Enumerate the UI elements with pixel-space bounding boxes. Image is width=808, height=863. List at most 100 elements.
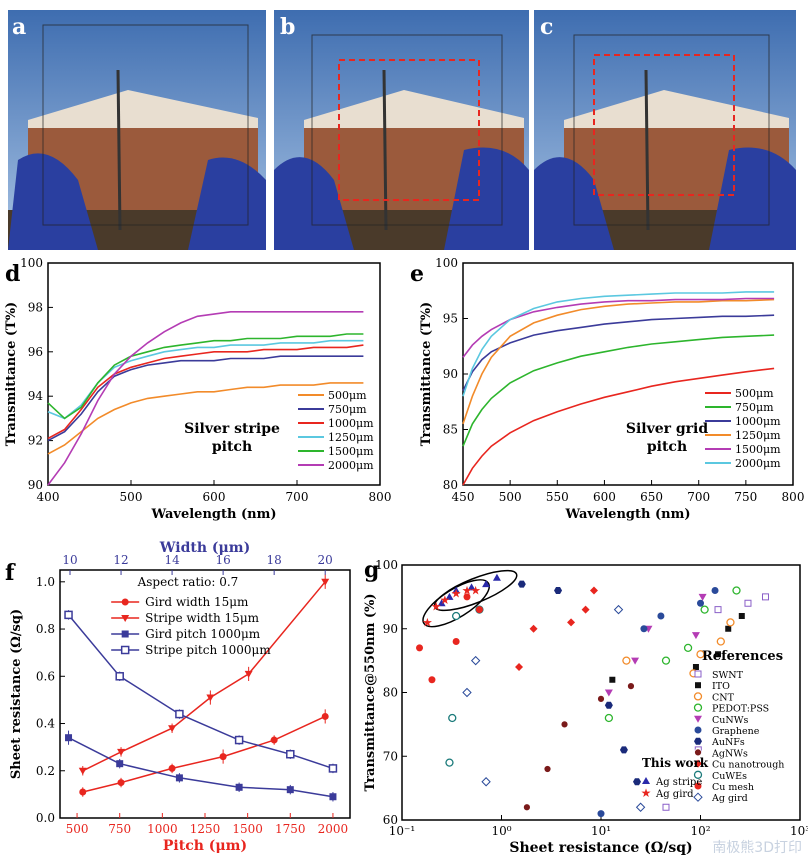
y-axis-label: Sheet resistance (Ω/sq) (9, 609, 24, 779)
x-tick-label: 700 (687, 490, 710, 504)
legend-marker-8 (694, 759, 702, 768)
x-tick-label: 1000 (147, 822, 178, 836)
legend-label-3: PEDOT:PSS (712, 704, 769, 715)
series-line-1 (82, 581, 326, 772)
series-line-5 (47, 311, 364, 486)
legend-label-2: CNT (712, 692, 735, 703)
y-tick-label: 0.0 (36, 811, 55, 825)
data-point-legend-0 (121, 598, 129, 606)
series-line-0 (462, 367, 775, 486)
data-point-5-4 (711, 587, 719, 594)
legend-label-5: 2000μm (735, 457, 781, 470)
data-point-0 (64, 610, 73, 620)
photo-label-a: a (12, 14, 27, 40)
data-point-3-2 (683, 643, 693, 653)
y-axis-label: Transmittance@550nm (%) (363, 593, 378, 791)
legend-label-3: 1250μm (735, 429, 781, 442)
data-point-2-2 (696, 650, 705, 659)
legend-label-4: 1500μm (328, 445, 374, 458)
data-point-13-1: ★ (431, 599, 442, 613)
legend2-marker-0 (642, 777, 650, 784)
x-tick-label: 500 (499, 490, 522, 504)
legend-label-6: AuNFs (711, 737, 745, 748)
panel-label: e (410, 261, 424, 287)
data-point-0-4 (761, 593, 769, 601)
data-point-6-3 (619, 746, 628, 754)
photo-c (534, 10, 796, 250)
legend-label-9: CuWEs (712, 771, 747, 782)
data-point-4 (244, 670, 253, 678)
data-point-0 (79, 788, 87, 796)
x-tick-label: 750 (734, 490, 757, 504)
legend-marker-4 (694, 715, 702, 723)
legend-marker-5 (694, 726, 702, 734)
x-tick-label: 10⁰ (491, 824, 511, 838)
chart-d: 400 500 600 700 800 90 92 94 96 98 100 Wavelength (… (4, 256, 391, 522)
y-tick-label: 100 (435, 256, 458, 270)
data-point-13-2: ★ (440, 593, 451, 607)
x2-tick-label: 14 (164, 553, 180, 567)
data-point-7-4 (627, 682, 635, 691)
legend-label-2: 1000μm (735, 415, 781, 428)
data-point-3-4 (732, 586, 741, 595)
y-tick-label: 90 (443, 367, 458, 381)
legend-label-11: Ag gird (711, 793, 748, 804)
y-tick-label: 92 (28, 434, 43, 448)
annotation-text: Silver grid (626, 421, 709, 437)
data-point-3-0 (604, 713, 614, 723)
legend2-label-1: Ag gird (655, 789, 694, 800)
legend-title: References (702, 649, 783, 664)
y-tick-label: 100 (20, 256, 43, 270)
legend-label-4: CuNWs (712, 715, 748, 726)
series-line-3 (462, 298, 775, 425)
watermark: 南极熊3D打印 (712, 840, 802, 856)
data-point-7-0 (522, 803, 531, 812)
y-tick-label: 98 (28, 300, 43, 314)
chart-g: 10⁻¹ 10⁰ 10¹ 10² 10³ 60 70 80 90 100 Sheet resista… (363, 557, 808, 856)
x-tick-label: 550 (546, 490, 569, 504)
data-point-5-2 (657, 612, 665, 620)
data-point-5 (321, 578, 330, 586)
data-point-7-3 (597, 694, 605, 703)
data-point-4 (286, 749, 295, 759)
series-line-4 (47, 333, 364, 420)
data-point-6-0 (517, 580, 526, 588)
data-point-9-2 (451, 611, 461, 621)
data-point-4-1 (631, 657, 640, 665)
y-tick-label: 95 (443, 312, 458, 326)
data-point-1-0 (609, 676, 616, 683)
y-tick-label: 1.0 (36, 575, 55, 589)
x-tick-label: 10⁻¹ (389, 824, 415, 838)
data-point-legend-3 (120, 645, 130, 655)
data-point-11-0 (462, 687, 472, 698)
data-point-13-0: ★ (422, 615, 433, 629)
x-tick-label: 10² (690, 824, 710, 838)
data-point-2 (175, 709, 184, 719)
legend-marker-11 (693, 792, 703, 802)
photo-label-b: b (280, 14, 296, 40)
y-tick-label: 96 (28, 345, 43, 359)
highlight-ellipse (433, 569, 518, 612)
legend-marker-10 (694, 782, 702, 790)
legend-label-3: Stripe pitch 1000μm (145, 643, 271, 657)
data-point-7-1 (543, 765, 552, 773)
data-point-13-3: ★ (451, 587, 462, 601)
data-point-5 (328, 764, 338, 773)
y-tick-label: 0.4 (36, 717, 55, 731)
series-line-3 (67, 614, 334, 770)
series-line-1 (462, 334, 775, 447)
legend-label-2: Gird pitch 1000μm (145, 627, 261, 641)
x-tick-label: 800 (782, 490, 805, 504)
x2-tick-label: 10 (62, 553, 77, 567)
series-line-0 (82, 715, 326, 793)
x-tick-label: 750 (108, 822, 131, 836)
x2-tick-label: 20 (318, 553, 333, 567)
legend-label-2: 1000μm (328, 417, 374, 430)
x-tick-label: 1500 (232, 822, 263, 836)
y-tick-label: 60 (383, 813, 398, 827)
panel-label: d (5, 261, 20, 287)
data-point-legend-1 (121, 615, 130, 622)
y-tick-label: 94 (28, 389, 44, 403)
y-tick-label: 0.2 (36, 764, 55, 778)
legend-label-8: Cu nanotrough (712, 760, 784, 771)
